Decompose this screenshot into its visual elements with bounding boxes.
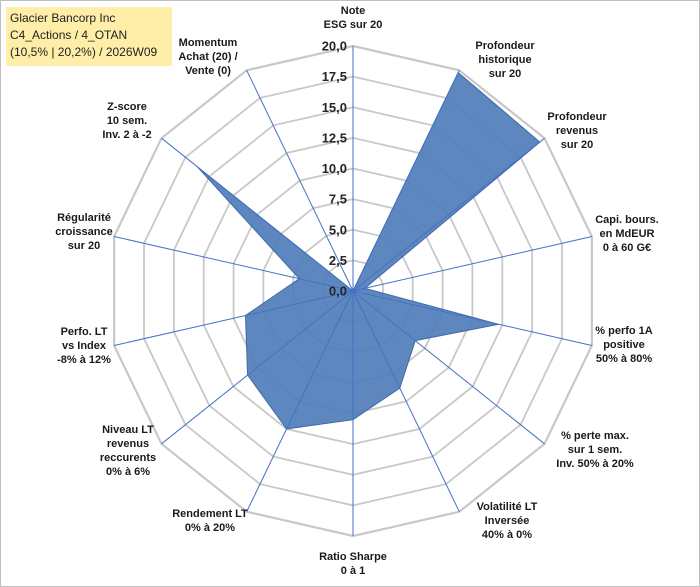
tick-label: 20,0	[322, 39, 347, 54]
tick-label: 7,5	[329, 192, 347, 207]
info-box: Glacier Bancorp Inc C4_Actions / 4_OTAN …	[6, 7, 172, 66]
tick-label: 2,5	[329, 253, 347, 268]
axis-label: Niveau LT revenus reccurents 0% à 6%	[100, 424, 156, 478]
axis-label: Note ESG sur 20	[324, 5, 383, 31]
tick-label: 12,5	[322, 130, 347, 145]
axis-label: Capi. bours. en MdEUR 0 à 60 G€	[595, 214, 659, 254]
portfolio-category: C4_Actions / 4_OTAN	[10, 27, 168, 44]
tick-label: 15,0	[322, 100, 347, 115]
axis-label: Rendement LT 0% à 20%	[172, 508, 248, 534]
company-name: Glacier Bancorp Inc	[10, 10, 168, 27]
axis-label: Profondeur historique sur 20	[475, 40, 535, 80]
axis-label: Ratio Sharpe 0 à 1	[319, 551, 387, 577]
tick-labels: 0,0 2,5 5,0 7,5 10,0 12,5 15,0 17,5 20,0	[322, 39, 347, 299]
axis-label: Z-score 10 sem. Inv. 2 à -2	[102, 101, 151, 141]
axis-label: % perte max. sur 1 sem. Inv. 50% à 20%	[556, 430, 634, 470]
data-series	[198, 73, 540, 430]
perf-summary: (10,5% | 20,2%) / 2026W09	[10, 44, 168, 61]
axis-label: Momentum Achat (20) / Vente (0)	[178, 37, 237, 77]
tick-label: 5,0	[329, 222, 347, 237]
series-area	[198, 73, 540, 430]
axis-label: % perfo 1A positive 50% à 80%	[595, 325, 653, 365]
axis-label: Perfo. LT vs Index -8% à 12%	[57, 326, 111, 366]
tick-label: 0,0	[329, 284, 347, 299]
tick-label: 10,0	[322, 161, 347, 176]
tick-label: 17,5	[322, 69, 347, 84]
axis-label: Profondeur revenus sur 20	[547, 111, 607, 151]
axis-label: Volatilité LT Inversée 40% à 0%	[477, 501, 538, 541]
axis-label: Régularité croissance sur 20	[55, 212, 112, 252]
